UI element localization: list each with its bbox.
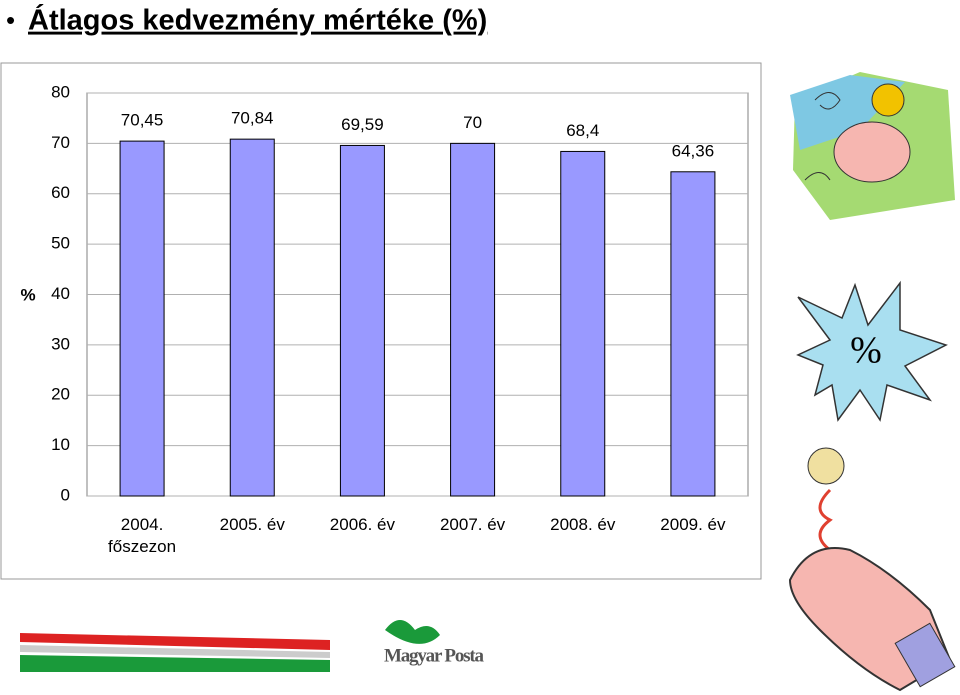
bar — [339, 144, 385, 497]
logo-text: Magyar Posta — [384, 645, 485, 666]
y-tick-label: 80 — [51, 82, 70, 101]
x-tick-label: 2007. év — [439, 515, 506, 534]
x-tick-label: 2009. év — [660, 515, 726, 534]
bar — [560, 150, 606, 497]
bar — [119, 140, 165, 497]
bar — [229, 138, 275, 497]
x-tick-label: 2006. év — [329, 515, 396, 534]
y-tick-label: 10 — [51, 435, 70, 454]
y-tick-label: 50 — [51, 234, 70, 253]
bullet: • — [6, 5, 15, 35]
data-label: 68,4 — [566, 121, 599, 140]
hand-clipart — [788, 447, 956, 692]
piggy-clipart — [790, 72, 955, 220]
data-label: 64,36 — [672, 141, 715, 160]
y-tick-label: 20 — [51, 385, 70, 404]
y-tick-label: 40 — [51, 284, 70, 303]
data-label: 69,59 — [341, 115, 384, 134]
y-tick-label: 60 — [51, 183, 70, 202]
y-tick-label: 70 — [51, 133, 70, 152]
x-tick-label: 2005. év — [219, 515, 285, 534]
bar — [450, 142, 496, 497]
flag-stripes — [20, 633, 330, 672]
logo-mark — [385, 620, 440, 644]
x-tick-label: 2008. év — [550, 515, 616, 534]
y-tick-label: 30 — [51, 334, 70, 353]
x-tick-label: 2004. főszezon — [108, 515, 177, 556]
star-label: % — [850, 330, 882, 372]
data-label: 70,84 — [231, 109, 274, 128]
chart-title: Átlagos kedvezmény mértéke (%) — [28, 3, 487, 37]
star-burst — [796, 280, 948, 422]
y-axis-label: % — [20, 285, 35, 304]
bar — [670, 171, 716, 497]
data-label: 70,45 — [121, 111, 164, 130]
data-label: 70 — [463, 113, 482, 132]
y-tick-label: 0 — [61, 485, 70, 504]
